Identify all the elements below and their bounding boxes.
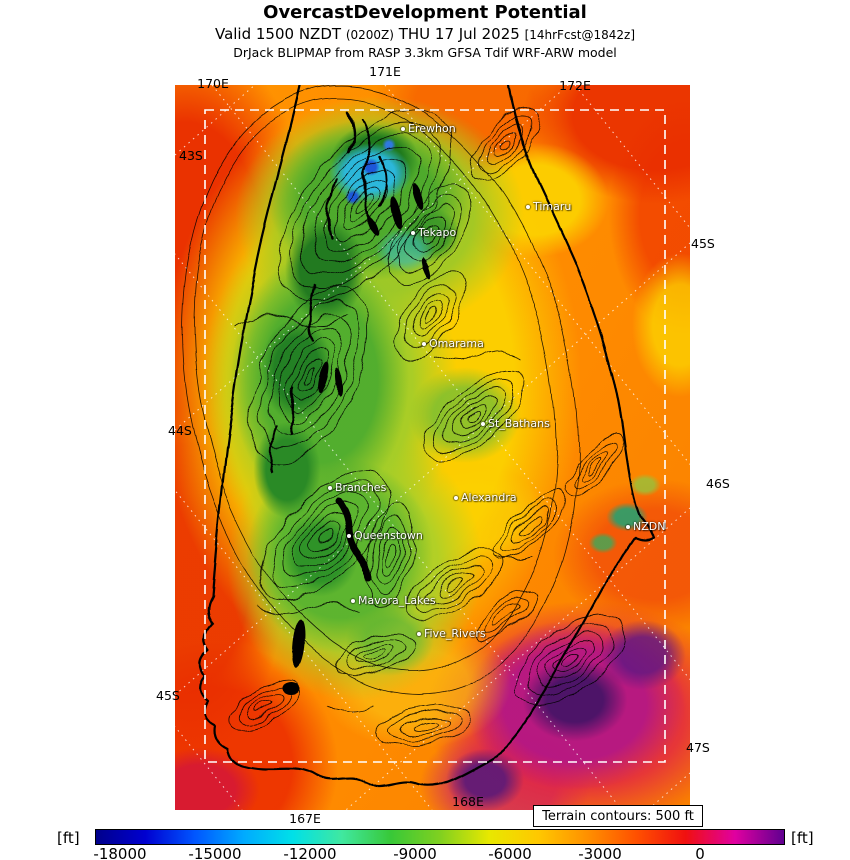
domain-boundary-box [204,109,666,763]
site-label: NZDN [633,520,666,533]
valid-prefix: Valid 1500 NZDT [214,25,346,43]
grid-label-45S-right: 45S [691,236,715,251]
valid-time-line: Valid 1500 NZDT (0200Z) THU 17 Jul 2025 … [0,25,850,43]
site-timaru: Timaru [526,200,571,213]
grid-label-44S: 44S [168,423,192,438]
site-marker-dot [422,341,426,346]
grid-label-47S: 47S [686,740,710,755]
colorbar-tick--3000: -3000 [578,845,622,860]
site-label: Queenstown [354,529,423,542]
grid-label-172E: 172E [559,78,591,93]
grid-label-46S: 46S [706,476,730,491]
site-marker-dot [347,533,351,538]
site-label: Mavora_Lakes [358,594,436,607]
lakes [282,183,432,695]
coastline [199,85,654,788]
terrain-envelope-contours [181,85,579,695]
site-label: St_Bathans [488,417,550,430]
site-label: Five_Rivers [424,627,486,640]
grid-label-170E: 170E [197,76,229,91]
colorbar-tick--18000: -18000 [93,845,147,860]
site-nzdn: NZDN [626,520,665,533]
site-five-rivers: Five_Rivers [417,627,486,640]
valid-date: THU 17 Jul 2025 [393,25,525,43]
site-marker-dot [411,230,415,235]
grid-label-171E: 171E [369,64,401,79]
site-tekapo: Tekapo [411,226,456,239]
site-label: Alexandra [461,491,517,504]
site-branches: Branches [328,481,386,494]
site-marker-dot [351,598,355,603]
map-canvas [175,85,690,810]
terrain-contour-lines [229,107,625,745]
grid-label-45S-left: 45S [156,688,180,703]
site-omarama: Omarama [422,337,484,350]
colorbar-unit-right: [ft] [791,829,814,847]
model-source-line: DrJack BLIPMAP from RASP 3.3km GFSA Tdif… [233,45,617,60]
site-st-bathans: St_Bathans [481,417,550,430]
terrain-contours-legend-text: Terrain contours: 500 ft [542,808,694,824]
site-marker-dot [454,495,458,500]
site-label: Erewhon [408,122,456,135]
graticule-lines [175,85,690,810]
site-marker-dot [481,421,485,426]
site-erewhon: Erewhon [401,122,456,135]
valid-zulu: (0200Z) [345,28,394,42]
site-queenstown: Queenstown [347,529,423,542]
colorbar-tick-0: 0 [695,845,705,860]
colorbar-unit-left: [ft] [57,829,80,847]
map-overlay [175,85,690,810]
colorbar-tick--9000: -9000 [393,845,437,860]
grid-label-43S: 43S [179,148,203,163]
site-label: Omarama [429,337,484,350]
colorbar-tick--6000: -6000 [488,845,532,860]
site-marker-dot [328,485,332,490]
grid-label-167E: 167E [289,811,321,826]
grid-label-168E: 168E [452,794,484,809]
site-marker-dot [417,631,421,636]
site-label: Timaru [533,200,572,213]
site-label: Tekapo [418,226,457,239]
site-marker-dot [401,126,405,131]
terrain-contours-legend: Terrain contours: 500 ft [533,805,703,827]
colorbar-tick--12000: -12000 [283,845,337,860]
site-alexandra: Alexandra [454,491,517,504]
chart-title: OvercastDevelopment Potential [263,2,587,23]
site-label: Branches [335,481,387,494]
colorbar-gradient [95,829,785,845]
site-marker-dot [526,204,530,209]
site-mavora-lakes: Mavora_Lakes [351,594,436,607]
colorbar-tick--15000: -15000 [188,845,242,860]
forecast-offset: [14hrFcst@1842z] [524,28,636,42]
site-marker-dot [626,524,630,529]
ridge-crest-marks [269,111,387,473]
